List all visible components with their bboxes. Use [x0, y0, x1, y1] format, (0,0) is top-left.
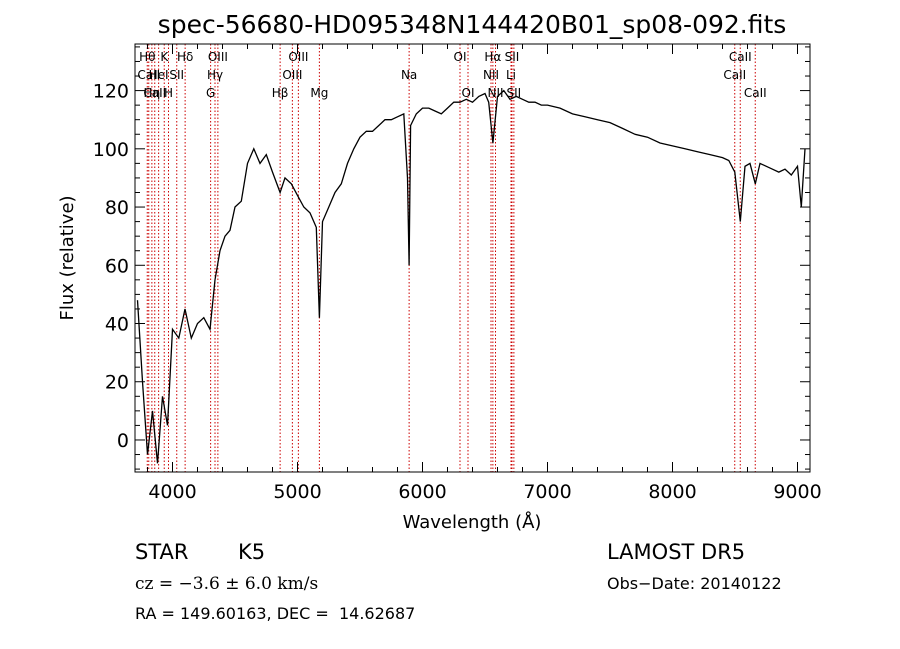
spectral-line-label: CaII [744, 86, 767, 100]
spectral-line-label: Mg [310, 86, 328, 100]
spectral-line-label: Hα [484, 50, 501, 64]
spectral-line-label: SII [169, 68, 184, 82]
spectral-line-label: NII [487, 86, 503, 100]
spectral-line-label: OI [462, 86, 475, 100]
x-tick-label: 9000 [773, 481, 821, 503]
x-tick-label: 8000 [648, 481, 696, 503]
y-tick-label: 120 [93, 81, 129, 103]
spectral-line-label: SII [505, 50, 520, 64]
coordinates: RA = 149.60163, DEC = 14.62687 [135, 604, 416, 623]
spectral-line-label: OIII [288, 50, 308, 64]
axis-tick-labels: 4000 5000 6000 7000 8000 9000 0 20 40 60 80 100 120 [93, 81, 822, 503]
y-tick-label: 60 [105, 255, 129, 277]
spectral-line-label: OI [454, 50, 467, 64]
spectral-line-label: K [160, 50, 169, 64]
subclass: K5 [238, 540, 266, 564]
spectral-line-label: Hη [144, 86, 161, 100]
x-axis-label: Wavelength (Å) [403, 511, 542, 533]
spectral-line-label: CaII [723, 68, 746, 82]
x-tick-label: 6000 [398, 481, 446, 503]
spectral-line-label: Hβ [272, 86, 289, 100]
object-type: STAR [135, 540, 189, 564]
spectral-line-markers [146, 44, 756, 472]
y-tick-label: 0 [117, 430, 129, 452]
spectrum-line [136, 89, 806, 464]
observation-date: Obs−Date: 20140122 [607, 574, 782, 593]
y-axis-label: Flux (relative) [57, 195, 78, 320]
spectral-line-label: Na [401, 68, 417, 82]
x-tick-label: 5000 [273, 481, 321, 503]
spectral-line-label: Hγ [207, 68, 223, 82]
spectral-line-label: Hθ [139, 50, 155, 64]
spectral-line-label: Hδ [177, 50, 193, 64]
y-tick-label: 20 [105, 372, 129, 394]
spectral-line-label: OIII [208, 50, 228, 64]
spectral-line-label: OIII [282, 68, 302, 82]
x-tick-label: 4000 [148, 481, 196, 503]
spectral-line-label: HeI [149, 68, 169, 82]
axis-ticks [135, 44, 810, 472]
spectral-line-label: NII [483, 68, 499, 82]
spectral-line-label: CaII [137, 68, 160, 82]
x-tick-label: 7000 [523, 481, 571, 503]
spectral-line-label: CaII [143, 86, 166, 100]
plot-frame [134, 43, 811, 473]
spectral-line-label: Li [506, 68, 516, 82]
y-tick-label: 100 [93, 139, 129, 161]
redshift-velocity: cz = −3.6 ± 6.0 km/s [135, 574, 319, 594]
spectral-line-label: G [206, 86, 215, 100]
y-tick-label: 40 [105, 314, 129, 336]
spectral-line-label: H [164, 86, 173, 100]
y-tick-label: 80 [105, 197, 129, 219]
chart-title: spec-56680-HD095348N144420B01_sp08-092.f… [158, 10, 787, 39]
spectral-line-label: CaII [729, 50, 752, 64]
survey-name: LAMOST DR5 [607, 540, 746, 564]
